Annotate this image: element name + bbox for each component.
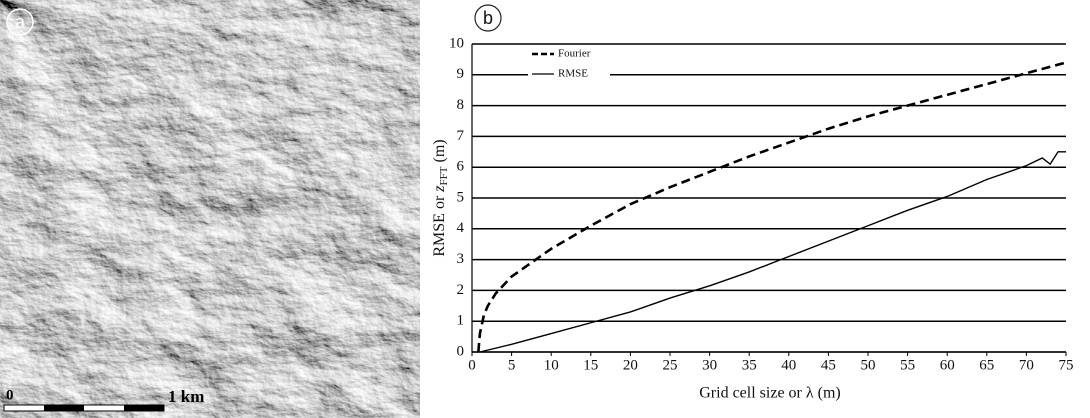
x-tick-label: 45 (821, 357, 836, 373)
y-label-unit: (m) (431, 139, 448, 166)
x-tick-label: 70 (1019, 357, 1034, 373)
y-tick-label: 5 (457, 189, 465, 205)
y-tick-label: 3 (457, 251, 465, 267)
x-tick-label: 75 (1059, 357, 1074, 373)
y-tick-label: 4 (457, 220, 465, 236)
y-tick-label: 2 (457, 282, 465, 298)
series-line (477, 61, 1067, 353)
y-tick-label: 6 (457, 159, 465, 175)
y-tick-label: 0 (457, 343, 465, 359)
series-line (479, 151, 1066, 353)
panel-label: b (483, 8, 493, 28)
x-tick-label: 55 (900, 357, 915, 373)
y-tick-label: 1 (457, 313, 465, 329)
scale-bar-segment (124, 405, 164, 411)
hillshade-image (0, 0, 420, 418)
scale-bar-segment (44, 405, 84, 411)
legend-label: Fourier (558, 48, 591, 60)
y-tick-label: 7 (457, 128, 465, 144)
hillshade-panel: a 0 1 km (0, 0, 420, 418)
x-tick-label: 50 (861, 357, 876, 373)
y-tick-label: 10 (449, 35, 464, 51)
y-label-sub: FFT (438, 166, 450, 185)
x-tick-label: 35 (742, 357, 757, 373)
x-tick-label: 60 (940, 357, 955, 373)
legend-label: RMSE (558, 68, 588, 80)
panel-label-circle (6, 8, 34, 36)
x-tick-label: 5 (508, 357, 516, 373)
scale-start: 0 (6, 387, 14, 403)
x-tick-label: 65 (979, 357, 994, 373)
x-tick-label: 0 (468, 357, 476, 373)
x-tick-label: 20 (623, 357, 638, 373)
panel-label: a (15, 12, 26, 32)
y-axis-label: RMSE or zFFT (m) (431, 139, 450, 256)
x-tick-label: 15 (583, 357, 598, 373)
y-tick-label: 9 (457, 66, 465, 82)
x-tick-label: 40 (781, 357, 796, 373)
x-tick-label: 10 (544, 357, 559, 373)
legend-box (528, 46, 610, 82)
y-label-var: z (431, 185, 448, 193)
y-tick-label: 8 (457, 97, 465, 113)
x-axis-label: Grid cell size or λ (m) (699, 385, 840, 402)
y-label-text: RMSE or (431, 192, 448, 257)
scale-end: 1 km (168, 387, 204, 406)
x-tick-label: 25 (663, 357, 678, 373)
x-tick-label: 30 (702, 357, 717, 373)
panel-label-circle (474, 4, 502, 32)
